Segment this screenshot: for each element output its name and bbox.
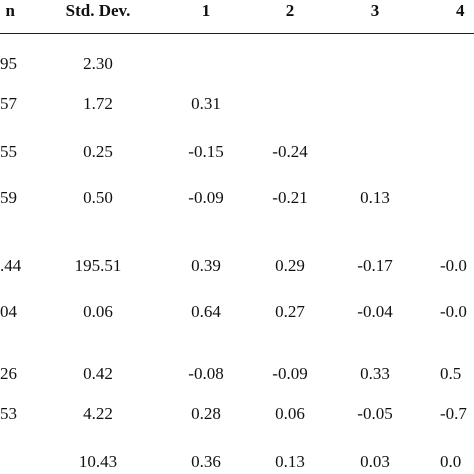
cell-col-3 [340,94,410,114]
cell-std-dev: 4.22 [83,404,113,423]
cell-std-dev: 0.50 [83,188,113,207]
cell-col-3: -0.04 [357,302,393,321]
header-rule [0,33,474,34]
cell-mean: 57 [0,94,17,113]
cell-col-4: -0.7 [440,404,467,423]
cell-col-1: 0.64 [191,302,221,321]
cell-col-2: 0.06 [275,404,305,423]
cell-col-4 [440,54,474,74]
cell-col-1: -0.09 [188,188,224,207]
cell-std-dev: 0.25 [83,142,113,161]
cell-std-dev: 0.06 [83,302,113,321]
cell-col-1: -0.15 [188,142,224,161]
cell-col-2 [250,54,330,74]
header-col-1: 1 [201,1,211,20]
cell-col-2: 0.13 [275,452,305,471]
cell-col-2: 0.29 [275,256,305,275]
cell-col-3: 0.03 [360,452,390,471]
cell-mean: 95 [0,54,17,73]
cell-col-1: -0.08 [188,364,224,383]
cell-col-1: 0.28 [191,404,221,423]
cell-col-3: 0.33 [360,364,390,383]
cell-mean: 53 [0,404,17,423]
cell-col-1 [166,54,246,74]
cell-col-2: -0.09 [272,364,308,383]
cell-col-4: 0.0 [440,452,462,471]
cell-col-1: 0.39 [191,256,221,275]
cell-col-4: 0.5 [440,364,462,383]
cell-std-dev: 195.51 [74,256,122,275]
header-std-dev: Std. Dev. [65,1,131,20]
cell-col-4: -0.0 [440,256,467,275]
cell-col-3: -0.05 [357,404,393,423]
cell-col-3: 0.13 [360,188,390,207]
cell-std-dev: 1.72 [83,94,113,113]
cell-mean: 04 [0,302,17,321]
cell-mean [0,452,15,472]
cell-col-3: -0.17 [357,256,393,275]
header-col-2: 2 [285,1,295,20]
cell-col-2: 0.27 [275,302,305,321]
cell-std-dev: 2.30 [83,54,113,73]
cell-mean: 55 [0,142,17,161]
cell-std-dev: 0.42 [83,364,113,383]
cell-col-3 [340,54,410,74]
cell-col-2 [250,94,330,114]
cell-col-1: 0.31 [191,94,221,113]
cell-col-4: -0.0 [440,302,467,321]
cell-col-4 [440,188,474,208]
cell-std-dev: 10.43 [78,452,118,471]
cell-mean: 59 [0,188,17,207]
cell-col-3 [340,142,410,162]
header-col-4: 4 [456,1,465,20]
cell-mean: 26 [0,364,17,383]
cell-col-1: 0.36 [191,452,221,471]
cell-col-4 [440,94,474,114]
cell-col-4 [440,142,474,162]
header-col-3: 3 [370,1,380,20]
cell-col-2: -0.24 [272,142,308,161]
cell-mean: .44 [0,256,22,275]
cell-col-2: -0.21 [272,188,308,207]
header-mean: n [5,1,15,20]
